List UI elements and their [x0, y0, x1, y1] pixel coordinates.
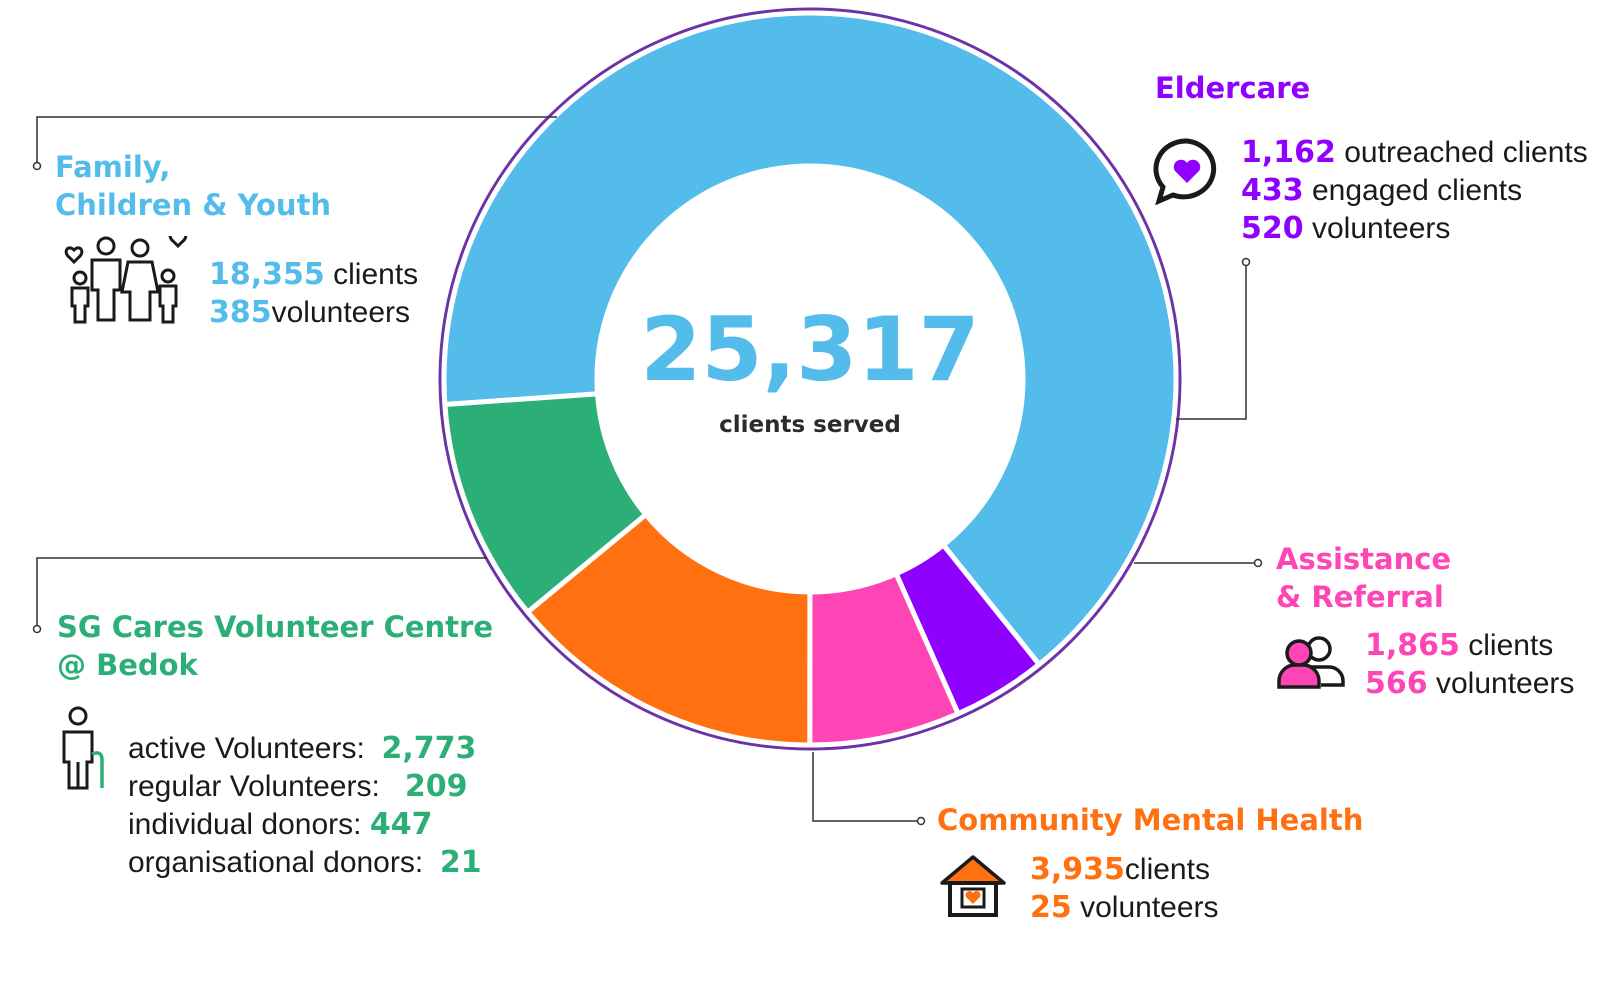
family-volunteers-row: 385volunteers	[209, 294, 418, 332]
mental-health-stats: 3,935clients 25 volunteers	[1030, 851, 1219, 927]
heart-chat-icon	[1153, 138, 1217, 205]
family-stats: 18,355 clients 385volunteers	[209, 256, 418, 332]
mental-volunteers-number: 25	[1030, 890, 1072, 925]
eldercare-outreached-row: 1,162 outreached clients	[1241, 134, 1588, 172]
slice-family	[441, 10, 1179, 667]
family-title: Family, Children & Youth	[55, 148, 331, 224]
assistance-title: Assistance & Referral	[1276, 540, 1451, 616]
eldercare-volunteers-label: volunteers	[1311, 212, 1451, 245]
sgcares-regular-label: regular Volunteers:	[128, 770, 380, 803]
leader-dot-eldercare	[1241, 257, 1251, 267]
outer-ring	[438, 7, 1182, 751]
sgcares-active-value: 2,773	[381, 731, 477, 766]
eldercare-engaged-label: engaged clients	[1311, 174, 1523, 207]
leader-lines	[32, 116, 1263, 826]
family-title-line1: Family,	[55, 150, 171, 184]
leader-line-family	[36, 116, 557, 165]
center-total-label: clients served	[719, 412, 901, 438]
sgcares-organisational-label: organisational donors:	[128, 846, 424, 879]
assistance-volunteers-label: volunteers	[1435, 667, 1575, 700]
family-clients-row: 18,355 clients	[209, 256, 418, 294]
family-volunteers-label: volunteers	[271, 296, 411, 329]
assistance-volunteers-row: 566 volunteers	[1365, 665, 1574, 703]
assistance-clients-number: 1,865	[1365, 628, 1460, 663]
family-icon	[64, 236, 188, 324]
slice-sgcares	[442, 391, 649, 615]
sgcares-row-active: active Volunteers: 2,773	[128, 730, 482, 768]
eldercare-title: Eldercare	[1155, 71, 1311, 105]
sgcares-row-organisational: organisational donors: 21	[128, 844, 482, 882]
leader-line-eldercare	[1176, 265, 1247, 420]
sgcares-title-line1: SG Cares Volunteer Centre	[57, 610, 494, 644]
assistance-title-line1: Assistance	[1276, 542, 1452, 576]
sgcares-title: SG Cares Volunteer Centre @ Bedok	[57, 608, 493, 684]
eldercare-stats: 1,162 outreached clients 433 engaged cli…	[1241, 134, 1588, 248]
house-heart-icon	[940, 855, 1006, 917]
family-title-line2: Children & Youth	[55, 188, 332, 222]
sgcares-row-regular: regular Volunteers: 209	[128, 768, 482, 806]
mental-clients-label: clients	[1124, 853, 1210, 886]
mental-clients-number: 3,935	[1030, 852, 1125, 887]
mental-health-title: Community Mental Health	[937, 803, 1364, 837]
eldercare-outreached-label: outreached clients	[1344, 136, 1588, 169]
sgcares-title-line2: @ Bedok	[57, 648, 198, 682]
mental-volunteers-label: volunteers	[1080, 891, 1219, 924]
leader-line-mental	[812, 752, 917, 822]
leader-dot-mental	[916, 816, 926, 826]
eldercare-volunteers-number: 520	[1241, 211, 1304, 246]
leader-line-sgcares	[36, 557, 487, 626]
sgcares-row-individual: individual donors: 447	[128, 806, 482, 844]
family-clients-label: clients	[333, 258, 419, 291]
mental-clients-row: 3,935clients	[1030, 851, 1219, 889]
assistance-title-line2: & Referral	[1276, 580, 1444, 614]
assistance-clients-row: 1,865 clients	[1365, 627, 1574, 665]
center-total-value: 25,317	[640, 298, 980, 401]
sgcares-stats: active Volunteers: 2,773 regular Volunte…	[128, 730, 482, 882]
leader-dot-family	[32, 161, 42, 171]
assistance-volunteers-number: 566	[1365, 666, 1428, 701]
people-icon	[1277, 636, 1345, 689]
eldercare-outreached-number: 1,162	[1241, 135, 1336, 170]
sgcares-regular-value: 209	[404, 769, 468, 804]
leader-dot-assistance	[1253, 558, 1263, 568]
family-clients-number: 18,355	[209, 257, 325, 292]
sgcares-organisational-value: 21	[439, 845, 482, 880]
family-volunteers-number: 385	[209, 295, 272, 330]
slice-mental-health	[525, 512, 813, 748]
sgcares-individual-label: individual donors:	[128, 808, 362, 841]
eldercare-engaged-row: 433 engaged clients	[1241, 172, 1588, 210]
leader-dot-sgcares	[32, 624, 42, 634]
mental-volunteers-row: 25 volunteers	[1030, 889, 1219, 927]
eldercare-volunteers-row: 520 volunteers	[1241, 210, 1588, 248]
assistance-stats: 1,865 clients 566 volunteers	[1365, 627, 1574, 703]
elderly-person-icon	[62, 706, 104, 790]
sgcares-active-label: active Volunteers:	[128, 732, 365, 765]
assistance-clients-label: clients	[1468, 629, 1554, 662]
eldercare-engaged-number: 433	[1241, 173, 1304, 208]
sgcares-individual-value: 447	[369, 807, 433, 842]
